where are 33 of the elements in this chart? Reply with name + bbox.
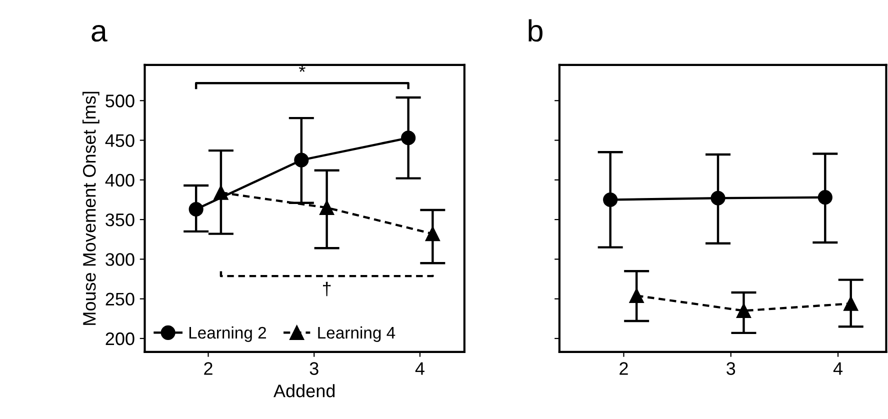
y-tick-label: 350 [106,213,134,226]
point [294,152,309,168]
x-tick-label: 4 [415,362,424,375]
point [320,200,334,215]
y-tick-label: 250 [106,292,134,306]
point [710,190,726,206]
point [844,296,858,311]
point [603,192,618,208]
point [818,190,832,205]
y-axis-title: Mouse Movement Onset [ms] [82,92,100,325]
point [629,288,644,303]
point [401,130,416,146]
chart-title: a [92,24,108,42]
y-tick-label: 300 [106,253,134,266]
x-tick-label: 2 [620,362,628,375]
legend-label: Learning 2 [189,326,266,342]
y-tick-label: 400 [105,174,134,187]
chart-title: b [528,19,542,42]
point [214,185,228,200]
annotation: † [323,282,331,296]
annotation: * [298,66,306,72]
point [188,202,204,217]
x-tick-label: 3 [726,362,736,375]
x-tick-label: 4 [833,362,843,375]
y-tick-label: 500 [106,94,134,108]
point [736,303,752,318]
x-tick-label: 2 [204,362,212,375]
x-axis-title: Addend [273,384,335,398]
y-tick-label: 200 [106,332,134,346]
x-tick-label: 3 [310,362,318,375]
y-tick-label: 450 [105,134,134,147]
point [425,226,440,242]
legend-label: Learning 4 [318,326,396,342]
